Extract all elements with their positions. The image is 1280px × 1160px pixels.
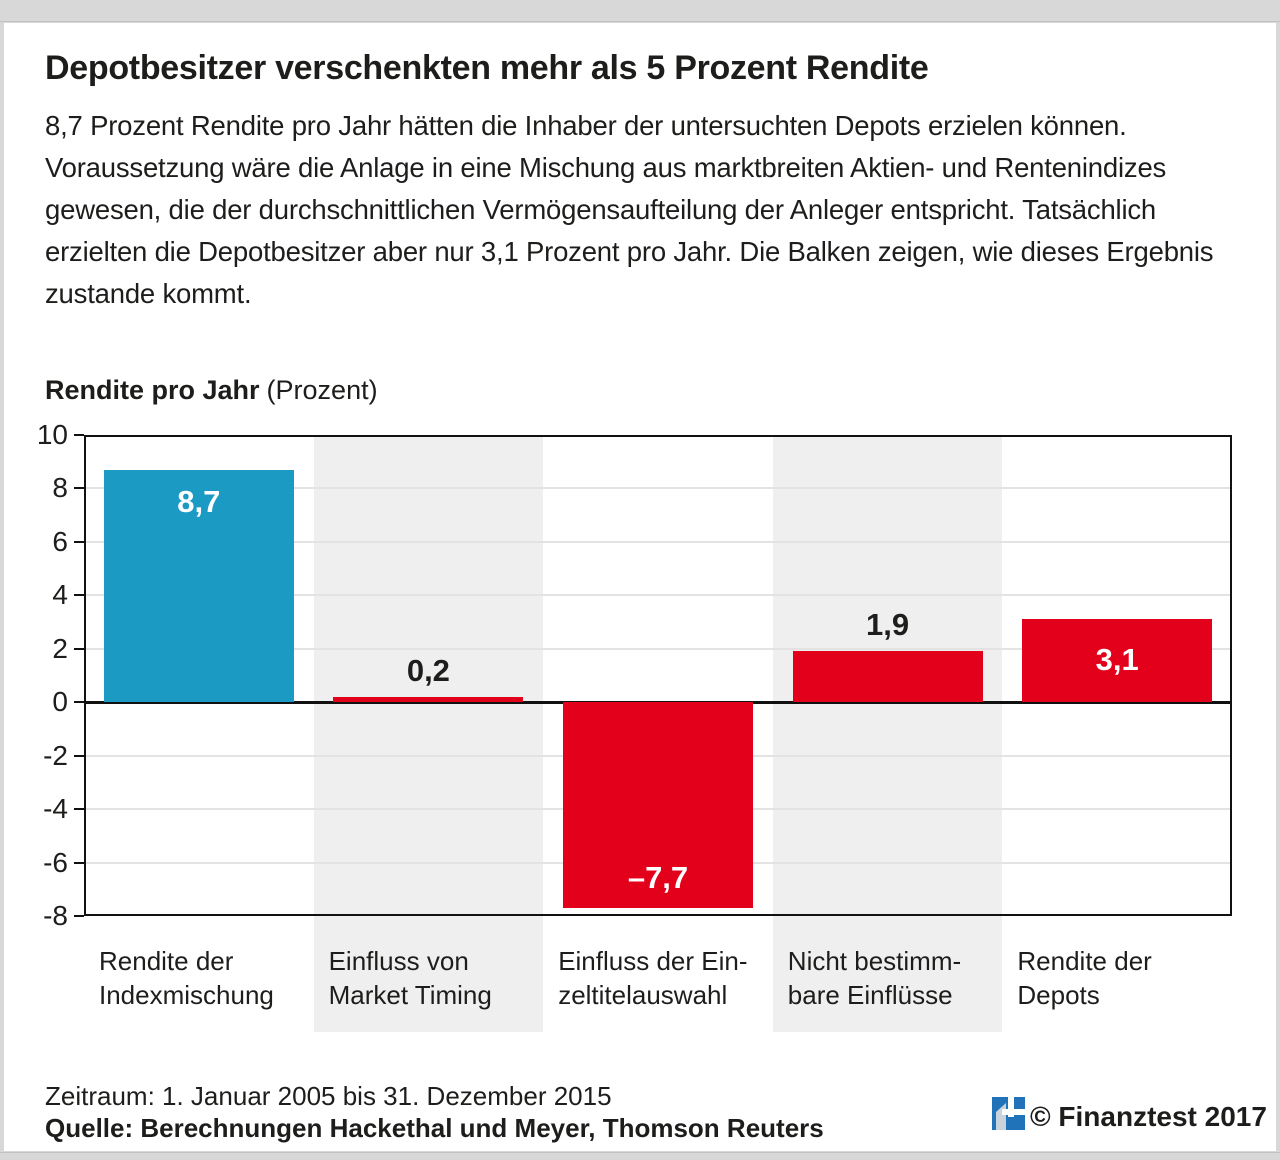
- intro-text: 8,7 Prozent Rendite pro Jahr hätten die …: [45, 110, 1214, 309]
- y-axis-tick-label: 8: [52, 472, 68, 504]
- y-axis-tick: [74, 915, 84, 917]
- page-margin-bottom: [0, 1152, 1280, 1160]
- y-axis-tick: [74, 434, 84, 436]
- y-axis-tick-label: 10: [36, 419, 68, 450]
- y-axis-tick-label: 6: [52, 525, 68, 557]
- y-axis-tick-label: 0: [52, 686, 68, 718]
- y-axis-tick: [74, 647, 84, 650]
- column-band: [313, 435, 544, 1032]
- chart-title: Rendite pro Jahr (Prozent): [45, 375, 378, 406]
- column-band: [772, 435, 1003, 1032]
- y-axis-tick-label: 2: [52, 632, 68, 664]
- bar-value-label: 1,9: [866, 607, 910, 643]
- x-axis-category-label: Nicht bestimm- bare Einflüsse: [787, 946, 962, 1010]
- x-axis-category-label: Einfluss der Ein- zeltitelauswahl: [558, 946, 748, 1010]
- bar-chart: 10 8 6 4 2 0 -2 -4 -6 -8 8,7 0,2 –7,7 1,9 3,1: [37, 419, 1232, 1032]
- y-axis-tick: [74, 594, 84, 597]
- x-axis-category-label: Einfluss von Market Timing: [328, 946, 492, 1010]
- y-axis-tick-label: -8: [43, 900, 68, 931]
- gridline: [84, 487, 1232, 490]
- chart-bar-1: [333, 696, 524, 703]
- chart-title-unit: (Prozent): [266, 375, 378, 405]
- y-axis-tick-label: -6: [43, 846, 68, 878]
- x-axis-category-label: Rendite der Depots: [1017, 946, 1152, 1010]
- chart-bar-0: 8,7: [103, 469, 294, 703]
- y-axis-tick: [74, 540, 84, 543]
- x-axis-labels: Rendite der Indexmischung Einfluss von Ma…: [84, 944, 1232, 1054]
- y-axis-tick: [74, 701, 84, 704]
- chart-bar-3: [792, 651, 983, 703]
- bar-value-label: 8,7: [177, 483, 221, 519]
- source-note: Quelle: Berechnungen Hackethal und Meyer…: [45, 1113, 824, 1143]
- y-axis-tick: [74, 754, 84, 757]
- period-note: Zeitraum: 1. Januar 2005 bis 31. Dezembe…: [45, 1081, 612, 1111]
- gridline: [84, 540, 1232, 543]
- copyright-text: © Finanztest 2017: [1030, 1101, 1267, 1132]
- bar-value-label: 3,1: [1095, 641, 1139, 677]
- chart-bar-2: –7,7: [563, 702, 753, 908]
- gridline: [84, 647, 1232, 650]
- page-margin-top: [0, 0, 1280, 22]
- bar-value-label: 0,2: [406, 652, 450, 688]
- stiftung-warentest-logo-icon: [992, 1097, 1025, 1130]
- chart-bar-4: 3,1: [1022, 619, 1213, 703]
- bar-value-label: –7,7: [627, 859, 689, 895]
- y-axis-tick-label: -4: [43, 793, 68, 825]
- y-axis-tick-label: -2: [43, 739, 68, 771]
- y-axis-tick: [74, 861, 84, 864]
- page-title: Depotbesitzer verschenkten mehr als 5 Pr…: [45, 49, 929, 87]
- y-axis-tick-label: 4: [52, 579, 68, 611]
- x-axis-category-label: Rendite der Indexmischung: [99, 946, 274, 1010]
- chart-title-main: Rendite pro Jahr: [45, 375, 260, 405]
- gridline: [84, 594, 1232, 597]
- y-axis-tick: [74, 487, 84, 490]
- chart-card: Depotbesitzer verschenkten mehr als 5 Pr…: [4, 23, 1276, 1151]
- y-axis-tick: [74, 808, 84, 811]
